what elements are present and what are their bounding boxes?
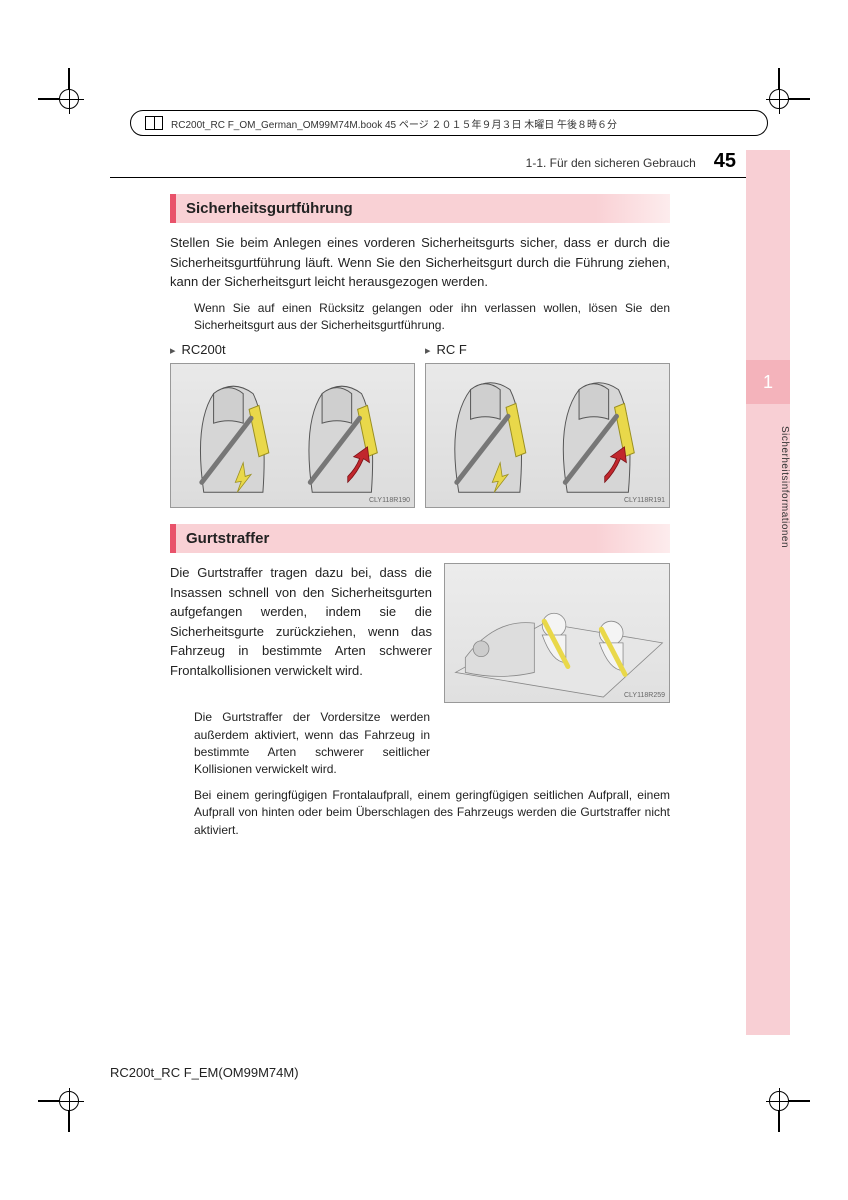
two-col-row: Die Gurtstraffer tragen dazu bei, dass d… (170, 563, 670, 703)
section-heading-2: Gurtstraffer (170, 524, 670, 553)
section2-note1: Die Gurtstraffer der Vordersitze werden … (170, 709, 430, 779)
variant-col-rcf: RC F (425, 342, 670, 508)
book-icon (145, 116, 163, 130)
register-mark (769, 89, 789, 109)
section2-note2: Bei einem geringfügigen Frontalaufprall,… (170, 787, 670, 839)
page-content: 1-1. Für den sicheren Gebrauch 45 Sicher… (110, 150, 746, 1090)
variant-label: RC F (425, 342, 670, 357)
register-mark (769, 1091, 789, 1111)
footer-code: RC200t_RC F_EM(OM99M74M) (110, 1065, 299, 1080)
page-number: 45 (714, 150, 736, 173)
side-tab: 1 Sicherheitsinformationen (746, 150, 790, 1035)
illus-code: CLY118R191 (624, 497, 665, 504)
variant-col-rc200t: RC200t (170, 342, 415, 508)
illus-code: CLY118R190 (369, 497, 410, 504)
variant-label: RC200t (170, 342, 415, 357)
register-mark (59, 1091, 79, 1111)
section1-note1: Wenn Sie auf einen Rücksitz gelangen ode… (170, 300, 670, 335)
breadcrumb: 1-1. Für den sicheren Gebrauch (526, 156, 696, 170)
chapter-label: Sicherheitsinformationen (746, 420, 790, 720)
section1-para1: Stellen Sie beim Anlegen eines vorderen … (170, 233, 670, 292)
print-header: RC200t_RC F_OM_German_OM99M74M.book 45 ペ… (130, 110, 768, 136)
section-heading-1: Sicherheitsgurtführung (170, 194, 670, 223)
illus-code: CLY118R259 (624, 692, 665, 699)
seat-illustration-rcf: CLY118R191 (425, 363, 670, 508)
register-mark (59, 89, 79, 109)
print-header-text: RC200t_RC F_OM_German_OM99M74M.book 45 ペ… (171, 116, 617, 131)
variant-row: RC200t (170, 342, 670, 508)
pretensioner-illustration: CLY118R259 (444, 563, 670, 703)
section2-para1: Die Gurtstraffer tragen dazu bei, dass d… (170, 563, 432, 680)
seat-illustration-rc200t: CLY118R190 (170, 363, 415, 508)
chapter-number: 1 (746, 360, 790, 404)
